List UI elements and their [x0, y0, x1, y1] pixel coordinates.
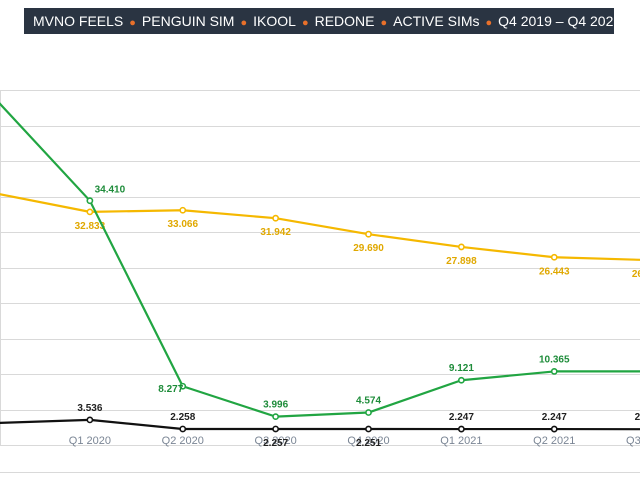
data-point — [457, 376, 465, 384]
title-item-period: Q4 2019 – Q4 2021 — [498, 13, 622, 29]
data-point — [457, 425, 465, 433]
x-tick-label: Q4 2020 — [347, 435, 389, 447]
data-point — [179, 382, 187, 390]
series-line — [0, 102, 640, 418]
title-item-active-sims: ACTIVE SIMs — [393, 13, 480, 29]
chart-title-bar: MVNO FEELS ● PENGUIN SIM ● IKOOL ● REDONE ● ACTI… — [24, 8, 621, 34]
data-label: 31.942 — [260, 227, 291, 238]
data-point — [550, 253, 558, 261]
title-item-redone: REDONE — [314, 13, 375, 29]
data-point — [272, 413, 280, 421]
separator-dot: ● — [301, 17, 309, 29]
data-label: 26.443 — [539, 266, 570, 277]
data-label: 2.251 — [356, 438, 381, 449]
separator-dot: ● — [380, 17, 388, 29]
data-point — [365, 230, 372, 238]
chart-bottom-border — [0, 472, 640, 473]
data-label: 3.536 — [77, 403, 102, 414]
data-point — [457, 243, 465, 251]
x-tick-label: Q1 2021 — [440, 435, 482, 447]
data-point — [272, 214, 280, 222]
data-label: 10.365 — [539, 354, 570, 365]
data-point — [550, 368, 558, 375]
separator-dot: ● — [129, 17, 136, 29]
data-label: 29.690 — [353, 243, 384, 254]
data-point — [550, 425, 558, 433]
x-tick-label: Q2 2021 — [533, 435, 575, 447]
data-label: 2.258 — [170, 412, 195, 423]
data-point — [365, 409, 372, 416]
x-tick-label: Q3 2020 — [255, 435, 297, 447]
data-point — [179, 206, 187, 214]
data-label: 2.247 — [542, 412, 567, 423]
title-item-ikool: IKOOL — [253, 13, 296, 29]
data-point — [86, 197, 94, 205]
data-label: 4.574 — [356, 396, 381, 407]
data-label: 33.066 — [167, 219, 198, 230]
data-label: 8.277 — [158, 384, 183, 395]
data-label: 9.121 — [449, 363, 474, 374]
data-label: 34.410 — [95, 185, 126, 196]
data-label: 27.898 — [446, 256, 477, 267]
series-yellow: 32.833 33.066 31.942 29.690 27.898 26.443 26.0… — [0, 193, 640, 280]
separator-dot: ● — [485, 17, 493, 29]
data-point — [179, 425, 187, 433]
x-tick-label: Q3 2021 — [626, 435, 640, 447]
data-point — [365, 425, 372, 433]
x-axis: Q1 2020 Q2 2020 Q3 2020 Q4 2020 Q1 2021 Q2 20… — [69, 435, 640, 447]
separator-dot: ● — [240, 17, 248, 29]
data-point — [86, 416, 94, 424]
data-label: 26.050 — [632, 269, 640, 280]
x-tick-label: Q1 2020 — [69, 435, 111, 447]
data-label: 3.996 — [263, 400, 288, 411]
title-item-penguin-sim: PENGUIN SIM — [141, 13, 235, 29]
data-label: 32.833 — [75, 221, 106, 232]
data-point — [86, 208, 94, 216]
data-label: 2.247 — [449, 412, 474, 423]
x-tick-label: Q2 2020 — [162, 435, 204, 447]
data-label: 2.257 — [263, 438, 288, 449]
series-green: 34.4108.2773.9964.5749.12110.36510.36526… — [0, 102, 640, 421]
title-item-mvno-feels: MVNO FEELS — [33, 13, 124, 29]
data-label: 2.227 — [635, 412, 640, 423]
data-point — [272, 425, 280, 433]
